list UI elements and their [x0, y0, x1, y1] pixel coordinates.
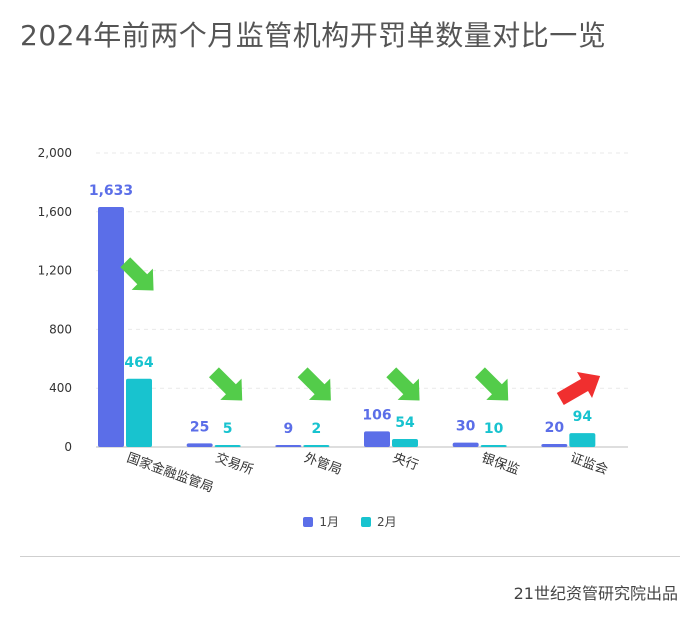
- data-label: 25: [190, 419, 209, 435]
- data-label: 30: [456, 419, 476, 435]
- data-label: 5: [223, 421, 233, 437]
- y-tick-label: 2,000: [38, 146, 72, 160]
- credit-text: 21世纪资管研究院出品: [513, 584, 678, 603]
- y-tick-label: 1,200: [38, 264, 72, 278]
- legend-swatch-series2: [361, 516, 371, 527]
- bar-series1: [98, 206, 124, 447]
- legend-item-series2[interactable]: 2月: [361, 513, 397, 530]
- bar-series1: [275, 445, 302, 447]
- bar-series1: [364, 431, 390, 447]
- arrow-down-icon: [297, 367, 331, 401]
- y-tick-label: 1,600: [38, 205, 72, 219]
- y-tick-label: 800: [49, 322, 72, 336]
- data-label: 20: [545, 420, 565, 436]
- x-tick-label: 证监会: [568, 451, 610, 478]
- footer-divider: [20, 556, 680, 557]
- bar-series1: [452, 442, 479, 447]
- x-tick-label: 国家金融监管局: [125, 450, 216, 496]
- bar-series2: [303, 445, 330, 447]
- x-tick-label: 交易所: [213, 450, 255, 478]
- bar-series2: [480, 445, 507, 447]
- bar-series2: [392, 439, 418, 447]
- bar-series2: [569, 433, 596, 447]
- x-tick-label: 外管局: [302, 451, 344, 478]
- bar-series1: [186, 443, 213, 447]
- bar-series2: [214, 445, 241, 447]
- data-label: 464: [124, 355, 153, 371]
- y-tick-label: 0: [64, 440, 72, 454]
- legend-label-series2: 2月: [377, 515, 397, 529]
- arrow-down-icon: [120, 257, 154, 291]
- data-label: 94: [573, 409, 593, 425]
- x-tick-label: 央行: [391, 451, 421, 474]
- data-label: 54: [395, 415, 415, 431]
- data-label: 106: [362, 407, 391, 423]
- data-label: 1,633: [89, 183, 133, 199]
- legend-swatch-series1: [303, 516, 314, 527]
- data-label: 2: [311, 421, 321, 437]
- bar-series1: [541, 444, 568, 447]
- legend-label-series1: 1月: [319, 515, 339, 529]
- y-tick-label: 400: [49, 381, 72, 395]
- legend-item-series1[interactable]: 1月: [303, 513, 339, 530]
- x-tick-label: 银保监: [479, 451, 521, 478]
- arrow-up-icon: [556, 372, 601, 406]
- arrow-down-icon: [474, 367, 509, 401]
- bar-series2: [126, 378, 152, 447]
- data-label: 9: [283, 421, 293, 437]
- chart-title: 2024年前两个月监管机构开罚单数量对比一览: [20, 19, 607, 52]
- legend: 1月 2月: [0, 513, 700, 530]
- data-label: 10: [484, 421, 504, 437]
- arrow-down-icon: [208, 367, 243, 401]
- arrow-down-icon: [386, 367, 420, 401]
